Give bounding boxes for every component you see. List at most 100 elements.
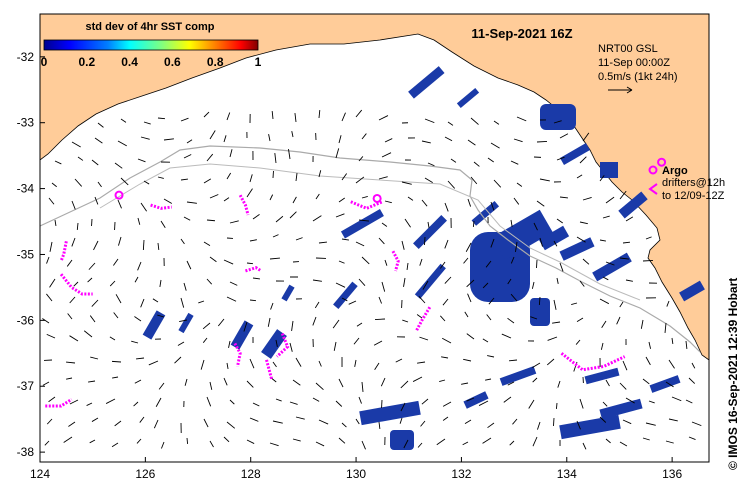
current-vector [482, 437, 492, 444]
current-vector [46, 418, 53, 425]
current-vector [152, 298, 159, 303]
current-vector [137, 158, 146, 163]
current-vector [318, 360, 322, 367]
current-vector [137, 261, 142, 271]
current-vector [642, 259, 654, 262]
argo-float-marker [657, 157, 667, 167]
current-vector [315, 382, 324, 391]
current-vector [312, 215, 322, 222]
current-vector [602, 276, 609, 281]
current-legend: NRT00 GSL 11-Sep 00:00Z 0.5m/s (1kt 24h) [598, 43, 677, 94]
current-vector [291, 131, 294, 138]
current-vector [226, 172, 232, 180]
current-vector [209, 440, 214, 448]
current-vector [361, 256, 370, 265]
lon-tick-label: 128 [241, 467, 261, 481]
current-vector [358, 396, 362, 404]
current-vector [538, 296, 541, 306]
current-vector [90, 356, 99, 360]
current-vector [91, 159, 99, 166]
current-vector [424, 177, 433, 184]
current-vector [547, 336, 558, 341]
current-vector [513, 197, 520, 205]
current-vector [341, 297, 348, 302]
current-vector [536, 200, 545, 207]
current-vector [341, 112, 346, 122]
current-vector [155, 397, 162, 407]
current-vector [416, 314, 423, 319]
current-vector [318, 419, 329, 425]
current-vector [143, 121, 151, 125]
current-vector [120, 118, 127, 123]
current-vector [575, 339, 581, 345]
current-vector [665, 381, 674, 388]
current-vector [450, 158, 457, 163]
current-vector [447, 121, 454, 126]
current-vector [384, 259, 388, 266]
current-vector [77, 156, 84, 161]
current-vector [358, 219, 369, 222]
current-vector [105, 398, 116, 404]
colorbar-tick-label: 1 [255, 55, 262, 69]
current-vector [579, 221, 588, 225]
current-vector [619, 190, 627, 200]
current-vector [203, 111, 210, 118]
current-vector [619, 441, 628, 447]
current-vector [576, 174, 583, 179]
current-vector [401, 240, 405, 250]
current-vector [89, 439, 96, 444]
current-vector [114, 420, 122, 427]
current-vector [217, 318, 225, 327]
current-vector [209, 256, 217, 263]
current-vector [97, 181, 102, 188]
current-vector [91, 417, 99, 422]
current-vector [179, 319, 188, 323]
colorbar-tick-label: 0.2 [78, 55, 95, 69]
drifter-track [350, 200, 383, 210]
colorbar-title: std dev of 4hr SST comp [86, 21, 215, 33]
current-vector [318, 170, 322, 178]
current-vector [531, 281, 535, 289]
current-vector [157, 176, 164, 179]
current-vector [402, 319, 409, 323]
current-vector [160, 220, 166, 229]
argo-legend-label: Argo [662, 165, 688, 177]
current-vector [226, 296, 237, 302]
current-vector [600, 342, 604, 350]
current-vector [685, 399, 693, 404]
current-vector [373, 340, 383, 346]
current-vector [289, 342, 293, 352]
current-vector [183, 154, 192, 159]
current-vector [335, 400, 343, 407]
current-vector [117, 199, 122, 209]
lat-tick-label: -34 [17, 182, 35, 196]
current-vector [183, 282, 187, 291]
current-vector [490, 201, 495, 211]
current-vector [378, 237, 385, 245]
current-vector [400, 380, 409, 389]
current-vector [332, 319, 340, 329]
current-vector [487, 422, 495, 429]
current-vector [270, 302, 274, 310]
current-vector [223, 377, 228, 386]
current-vector [510, 219, 513, 227]
current-vector [272, 234, 279, 238]
current-vector [485, 378, 492, 381]
current-vector [640, 319, 644, 329]
current-vector [355, 418, 360, 425]
current-vector [355, 109, 363, 118]
current-vector [378, 115, 389, 121]
current-vector [206, 153, 214, 162]
current-vector [71, 200, 76, 210]
current-vector [180, 178, 188, 181]
lon-tick-label: 134 [557, 467, 577, 481]
current-vector [93, 240, 99, 251]
current-vector [140, 136, 150, 140]
current-vector [186, 201, 197, 204]
current-vector [571, 302, 578, 305]
current-vector [482, 282, 489, 289]
argo-floats [114, 157, 667, 203]
current-vector [622, 419, 632, 425]
current-vector [559, 262, 564, 272]
current-vector [111, 442, 119, 448]
